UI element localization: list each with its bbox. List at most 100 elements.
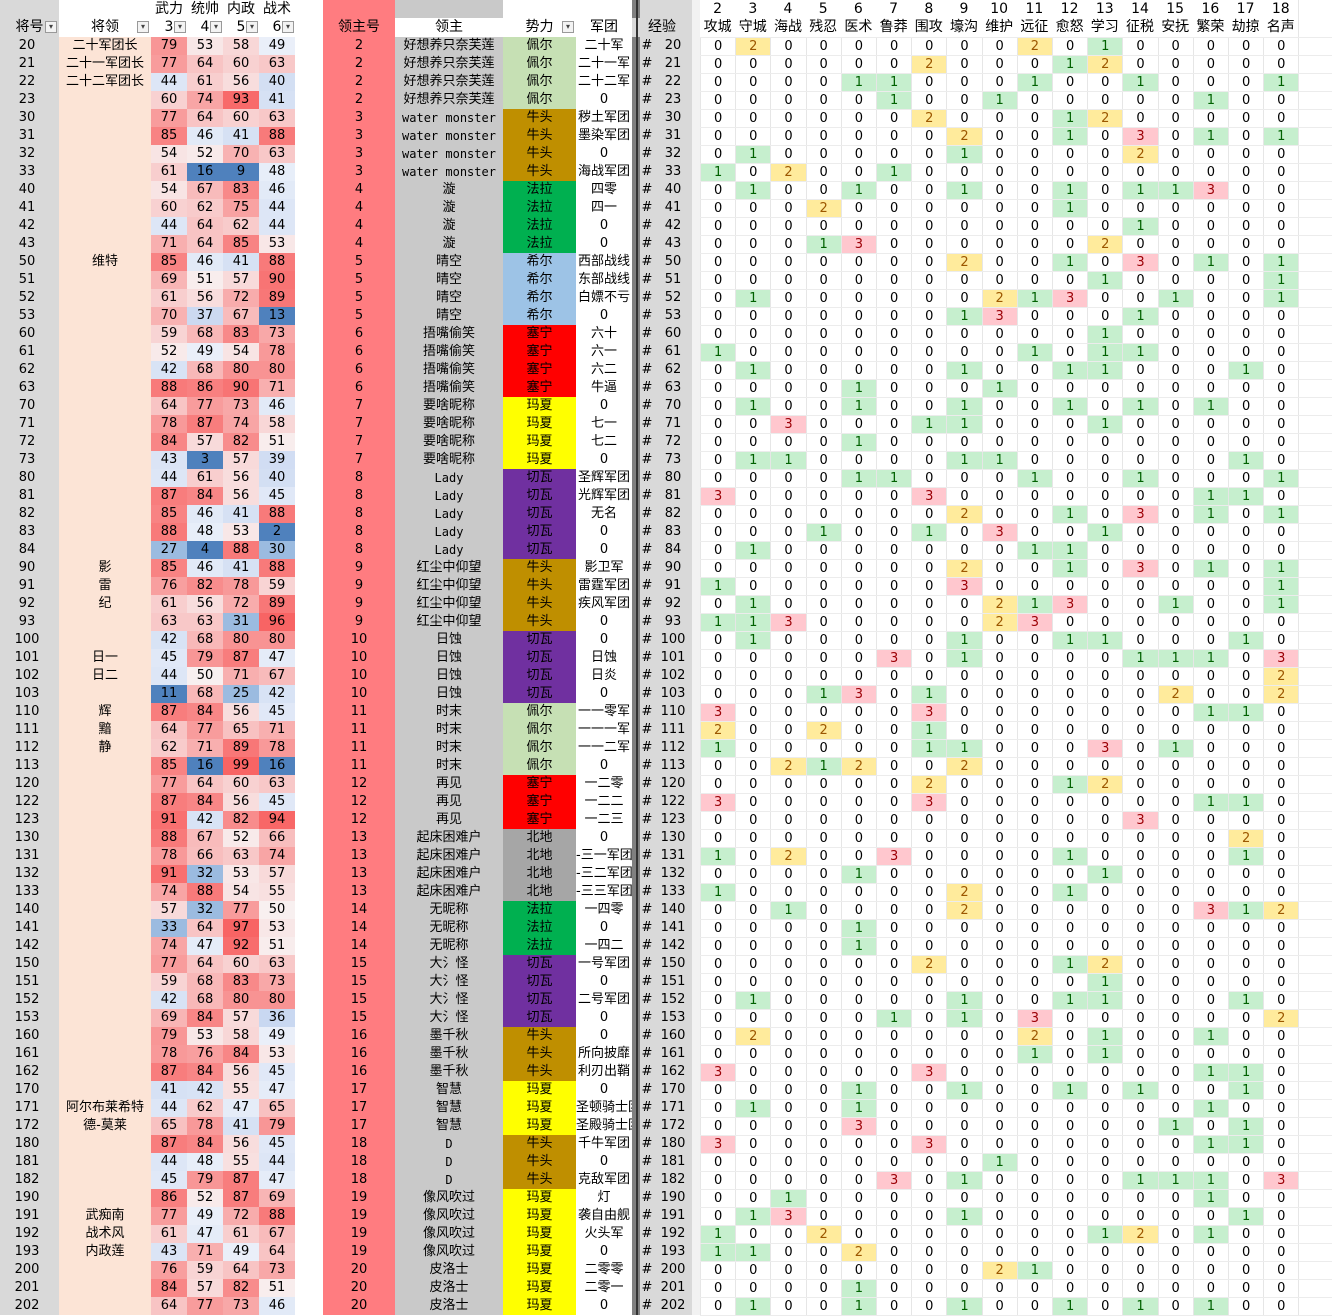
skill-cell[interactable]: 0: [749, 1047, 758, 1062]
skill-cell[interactable]: 0: [925, 831, 934, 846]
skill-cell[interactable]: 0: [889, 1137, 899, 1152]
skill-cell[interactable]: 1: [736, 1100, 771, 1117]
skill-cell[interactable]: 0: [1241, 885, 1251, 900]
skill-cell[interactable]: 0: [749, 255, 758, 270]
skill-cell[interactable]: 0: [1241, 327, 1251, 342]
row-id[interactable]: 33: [18, 164, 36, 179]
skill-cell[interactable]: 0: [854, 975, 864, 990]
stat-cell[interactable]: 80: [223, 991, 259, 1009]
stat-cell[interactable]: 16: [187, 757, 223, 775]
skill-cell[interactable]: 0: [784, 867, 793, 882]
skill-cell[interactable]: 1: [1088, 344, 1123, 361]
skill-cell[interactable]: 1: [1229, 704, 1264, 721]
faction-cell[interactable]: 希尔: [503, 271, 576, 289]
skill-cell[interactable]: 0: [889, 867, 899, 882]
skill-cell[interactable]: 0: [1241, 561, 1251, 576]
skill-cell[interactable]: 0: [925, 219, 934, 234]
skill-cell[interactable]: 0: [1065, 1263, 1075, 1278]
skill-cell[interactable]: 0: [995, 237, 1004, 252]
exp-hash-cell[interactable]: #: [641, 416, 653, 431]
skill-cell[interactable]: 0: [925, 255, 934, 270]
exp-hash-cell[interactable]: #: [641, 308, 653, 323]
lord-cell[interactable]: 好想养只奈芙莲: [403, 56, 495, 71]
skill-cell[interactable]: 0: [1101, 759, 1110, 774]
skill-cell[interactable]: 0: [1206, 471, 1216, 486]
stat-cell[interactable]: 51: [187, 271, 223, 289]
legion-cell[interactable]: 0: [576, 235, 632, 253]
lord-cell[interactable]: 无昵称: [429, 938, 469, 953]
skill-cell[interactable]: 0: [1241, 309, 1251, 324]
skill-cell[interactable]: 1: [947, 362, 982, 379]
skill-cell[interactable]: 0: [1030, 741, 1040, 756]
stat-cell[interactable]: 84: [151, 433, 187, 451]
stat-cell[interactable]: 76: [187, 1045, 223, 1063]
skill-cell[interactable]: 3: [1123, 560, 1158, 577]
exp-hash-cell[interactable]: #: [641, 794, 653, 809]
skill-cell[interactable]: 0: [749, 471, 758, 486]
exp-hash-cell[interactable]: #: [641, 650, 653, 665]
skill-cell[interactable]: 0: [1241, 273, 1251, 288]
stat-cell[interactable]: 87: [151, 793, 187, 811]
stat-cell[interactable]: 64: [187, 217, 223, 235]
stat-cell[interactable]: 44: [151, 217, 187, 235]
row-id[interactable]: 20: [18, 38, 36, 53]
skill-cell[interactable]: 0: [819, 345, 828, 360]
row-id[interactable]: 83: [18, 524, 36, 539]
skill-cell[interactable]: 0: [995, 507, 1004, 522]
stat-cell[interactable]: 47: [259, 649, 295, 667]
lord-id-cell[interactable]: 15: [350, 992, 368, 1007]
row-id[interactable]: 31: [18, 128, 36, 143]
exp-hash-cell[interactable]: #: [641, 128, 653, 143]
stat-cell[interactable]: 56: [223, 1135, 259, 1153]
lord-id-cell[interactable]: 16: [350, 1028, 368, 1043]
exp-id-cell[interactable]: 180: [660, 1136, 686, 1151]
stat-cell[interactable]: 87: [151, 487, 187, 505]
exp-hash-cell[interactable]: #: [641, 74, 653, 89]
skill-cell[interactable]: 0: [749, 1065, 758, 1080]
skill-cell[interactable]: 1: [1088, 326, 1123, 343]
stat-cell[interactable]: 82: [223, 1279, 259, 1297]
skill-cell[interactable]: 0: [1277, 741, 1286, 756]
skill-cell[interactable]: 0: [819, 165, 828, 180]
skill-cell[interactable]: 0: [1136, 1029, 1145, 1044]
faction-cell[interactable]: 玛夏: [503, 433, 576, 451]
skill-cell[interactable]: 0: [1277, 237, 1286, 252]
exp-hash-cell[interactable]: #: [641, 506, 653, 521]
skill-cell[interactable]: 0: [854, 1209, 864, 1224]
stat-cell[interactable]: 79: [259, 1117, 295, 1135]
skill-cell[interactable]: 0: [1030, 507, 1040, 522]
row-id[interactable]: 43: [18, 236, 36, 251]
lord-cell[interactable]: 起床困难户: [416, 884, 482, 899]
skill-cell[interactable]: 0: [1241, 345, 1251, 360]
faction-cell[interactable]: 牛头: [503, 1135, 576, 1153]
skill-cell[interactable]: 0: [1277, 777, 1286, 792]
skill-cell[interactable]: 0: [1206, 813, 1216, 828]
skill-cell[interactable]: 0: [1136, 489, 1145, 504]
skill-cell[interactable]: 0: [1030, 381, 1040, 396]
skill-cell[interactable]: 0: [1101, 93, 1110, 108]
legion-cell[interactable]: 一二二: [576, 793, 632, 811]
exp-hash-cell[interactable]: #: [641, 812, 653, 827]
exp-id-cell[interactable]: 171: [660, 1100, 686, 1115]
stat-cell[interactable]: 64: [151, 721, 187, 739]
skill-cell[interactable]: 0: [784, 939, 793, 954]
skill-cell[interactable]: 1: [1088, 1226, 1123, 1243]
header-skill-num[interactable]: 6: [840, 0, 876, 18]
lord-id-cell[interactable]: 20: [350, 1298, 368, 1313]
skill-cell[interactable]: 0: [784, 183, 793, 198]
stat-cell[interactable]: 78: [151, 1045, 187, 1063]
stat-cell[interactable]: 44: [151, 1099, 187, 1117]
skill-cell[interactable]: 0: [854, 1263, 864, 1278]
skill-cell[interactable]: 0: [1101, 939, 1110, 954]
lord-cell[interactable]: 好想养只奈芙莲: [403, 74, 495, 89]
skill-cell[interactable]: 2: [1229, 830, 1264, 847]
exp-hash-cell[interactable]: #: [641, 1064, 653, 1079]
skill-cell[interactable]: 0: [1030, 1299, 1040, 1314]
skill-cell[interactable]: 0: [1171, 237, 1180, 252]
stat-cell[interactable]: 78: [151, 415, 187, 433]
faction-cell[interactable]: 佩尔: [503, 91, 576, 109]
exp-id-cell[interactable]: 30: [664, 110, 682, 125]
skill-cell[interactable]: 0: [1241, 93, 1251, 108]
skill-cell[interactable]: 0: [1277, 363, 1286, 378]
skill-cell[interactable]: 0: [1136, 453, 1145, 468]
